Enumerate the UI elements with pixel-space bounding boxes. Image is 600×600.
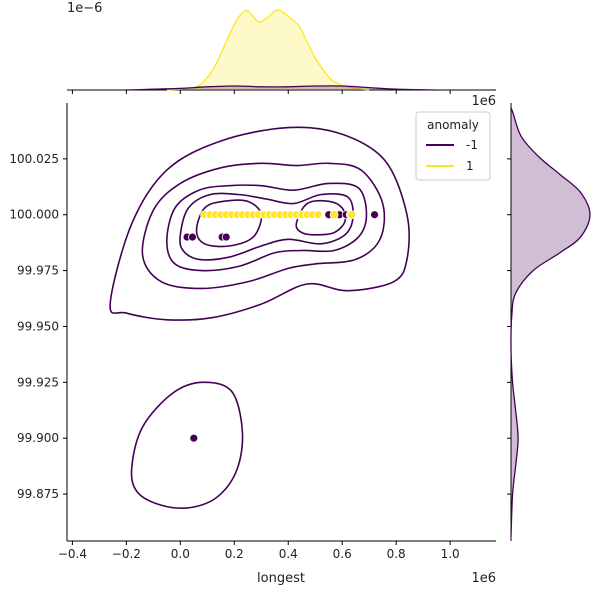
legend: anomaly -1 1 <box>415 111 491 181</box>
y-tick-label: 99.975 <box>17 264 59 278</box>
x-scale-label: 1e6 <box>471 571 496 586</box>
kde-contour-level-5 <box>295 199 347 236</box>
scatter-point-anomaly--1 <box>221 232 231 242</box>
scatter-point-anomaly--1 <box>188 232 197 242</box>
kde-contour-level-2 <box>141 162 386 290</box>
top-marginal-density-line-1 <box>166 9 370 91</box>
x-tick-label: 0.8 <box>387 547 406 561</box>
kde-contour-level-1 <box>130 381 244 509</box>
y-tick-label: 99.950 <box>17 319 59 333</box>
scatter-point-anomaly-1 <box>313 210 323 220</box>
x-tick-label: 0.0 <box>171 547 190 561</box>
x-tick-label: 0.4 <box>279 547 298 561</box>
legend-label--1: -1 <box>466 138 478 152</box>
kde-contour-level-4 <box>179 192 354 261</box>
x-tick-label: 0.2 <box>225 547 244 561</box>
scatter-point-anomaly--1 <box>370 210 379 220</box>
x-tick-label: 0.6 <box>333 547 352 561</box>
kde-contour-level-3 <box>166 182 368 272</box>
y-tick-label: 100.025 <box>9 152 59 166</box>
top-marginal-density-fill-1 <box>166 9 370 90</box>
legend-label-1: 1 <box>466 159 474 173</box>
top-marginal-density-fill--1 <box>126 85 437 90</box>
kde-contour-level-1 <box>109 126 410 321</box>
scatter-point-anomaly-1 <box>329 210 339 220</box>
right-marginal-density-fill--1 <box>510 107 590 537</box>
right-marginal-plot <box>507 103 591 541</box>
axes: −0.4 −0.2 0.0 0.2 0.4 0.6 0.8 1.0 99.875 99.900 99… <box>9 103 496 561</box>
y-tick-label: 99.900 <box>17 431 59 445</box>
scatter-point-anomaly-1 <box>347 210 357 220</box>
x-tick-label: −0.4 <box>58 547 87 561</box>
x-axis-label: longest <box>257 571 305 586</box>
y-tick-label: 99.925 <box>17 375 59 389</box>
y-scale-label: 1e6 <box>471 94 496 109</box>
scatter-point-anomaly--1 <box>189 433 199 443</box>
legend-title: anomaly <box>427 118 479 132</box>
top-marginal-plot <box>67 9 496 94</box>
main-scatter-plot <box>109 126 410 509</box>
y-tick-label: 99.875 <box>17 487 59 501</box>
x-tick-label: −0.2 <box>112 547 141 561</box>
top-marginal-scale-label: 1e−6 <box>67 1 102 16</box>
y-tick-label: 100.000 <box>9 208 59 222</box>
right-marginal-density-line--1 <box>510 107 591 537</box>
top-marginal-density-line--1 <box>126 85 437 91</box>
x-tick-label: 1.0 <box>441 547 460 561</box>
